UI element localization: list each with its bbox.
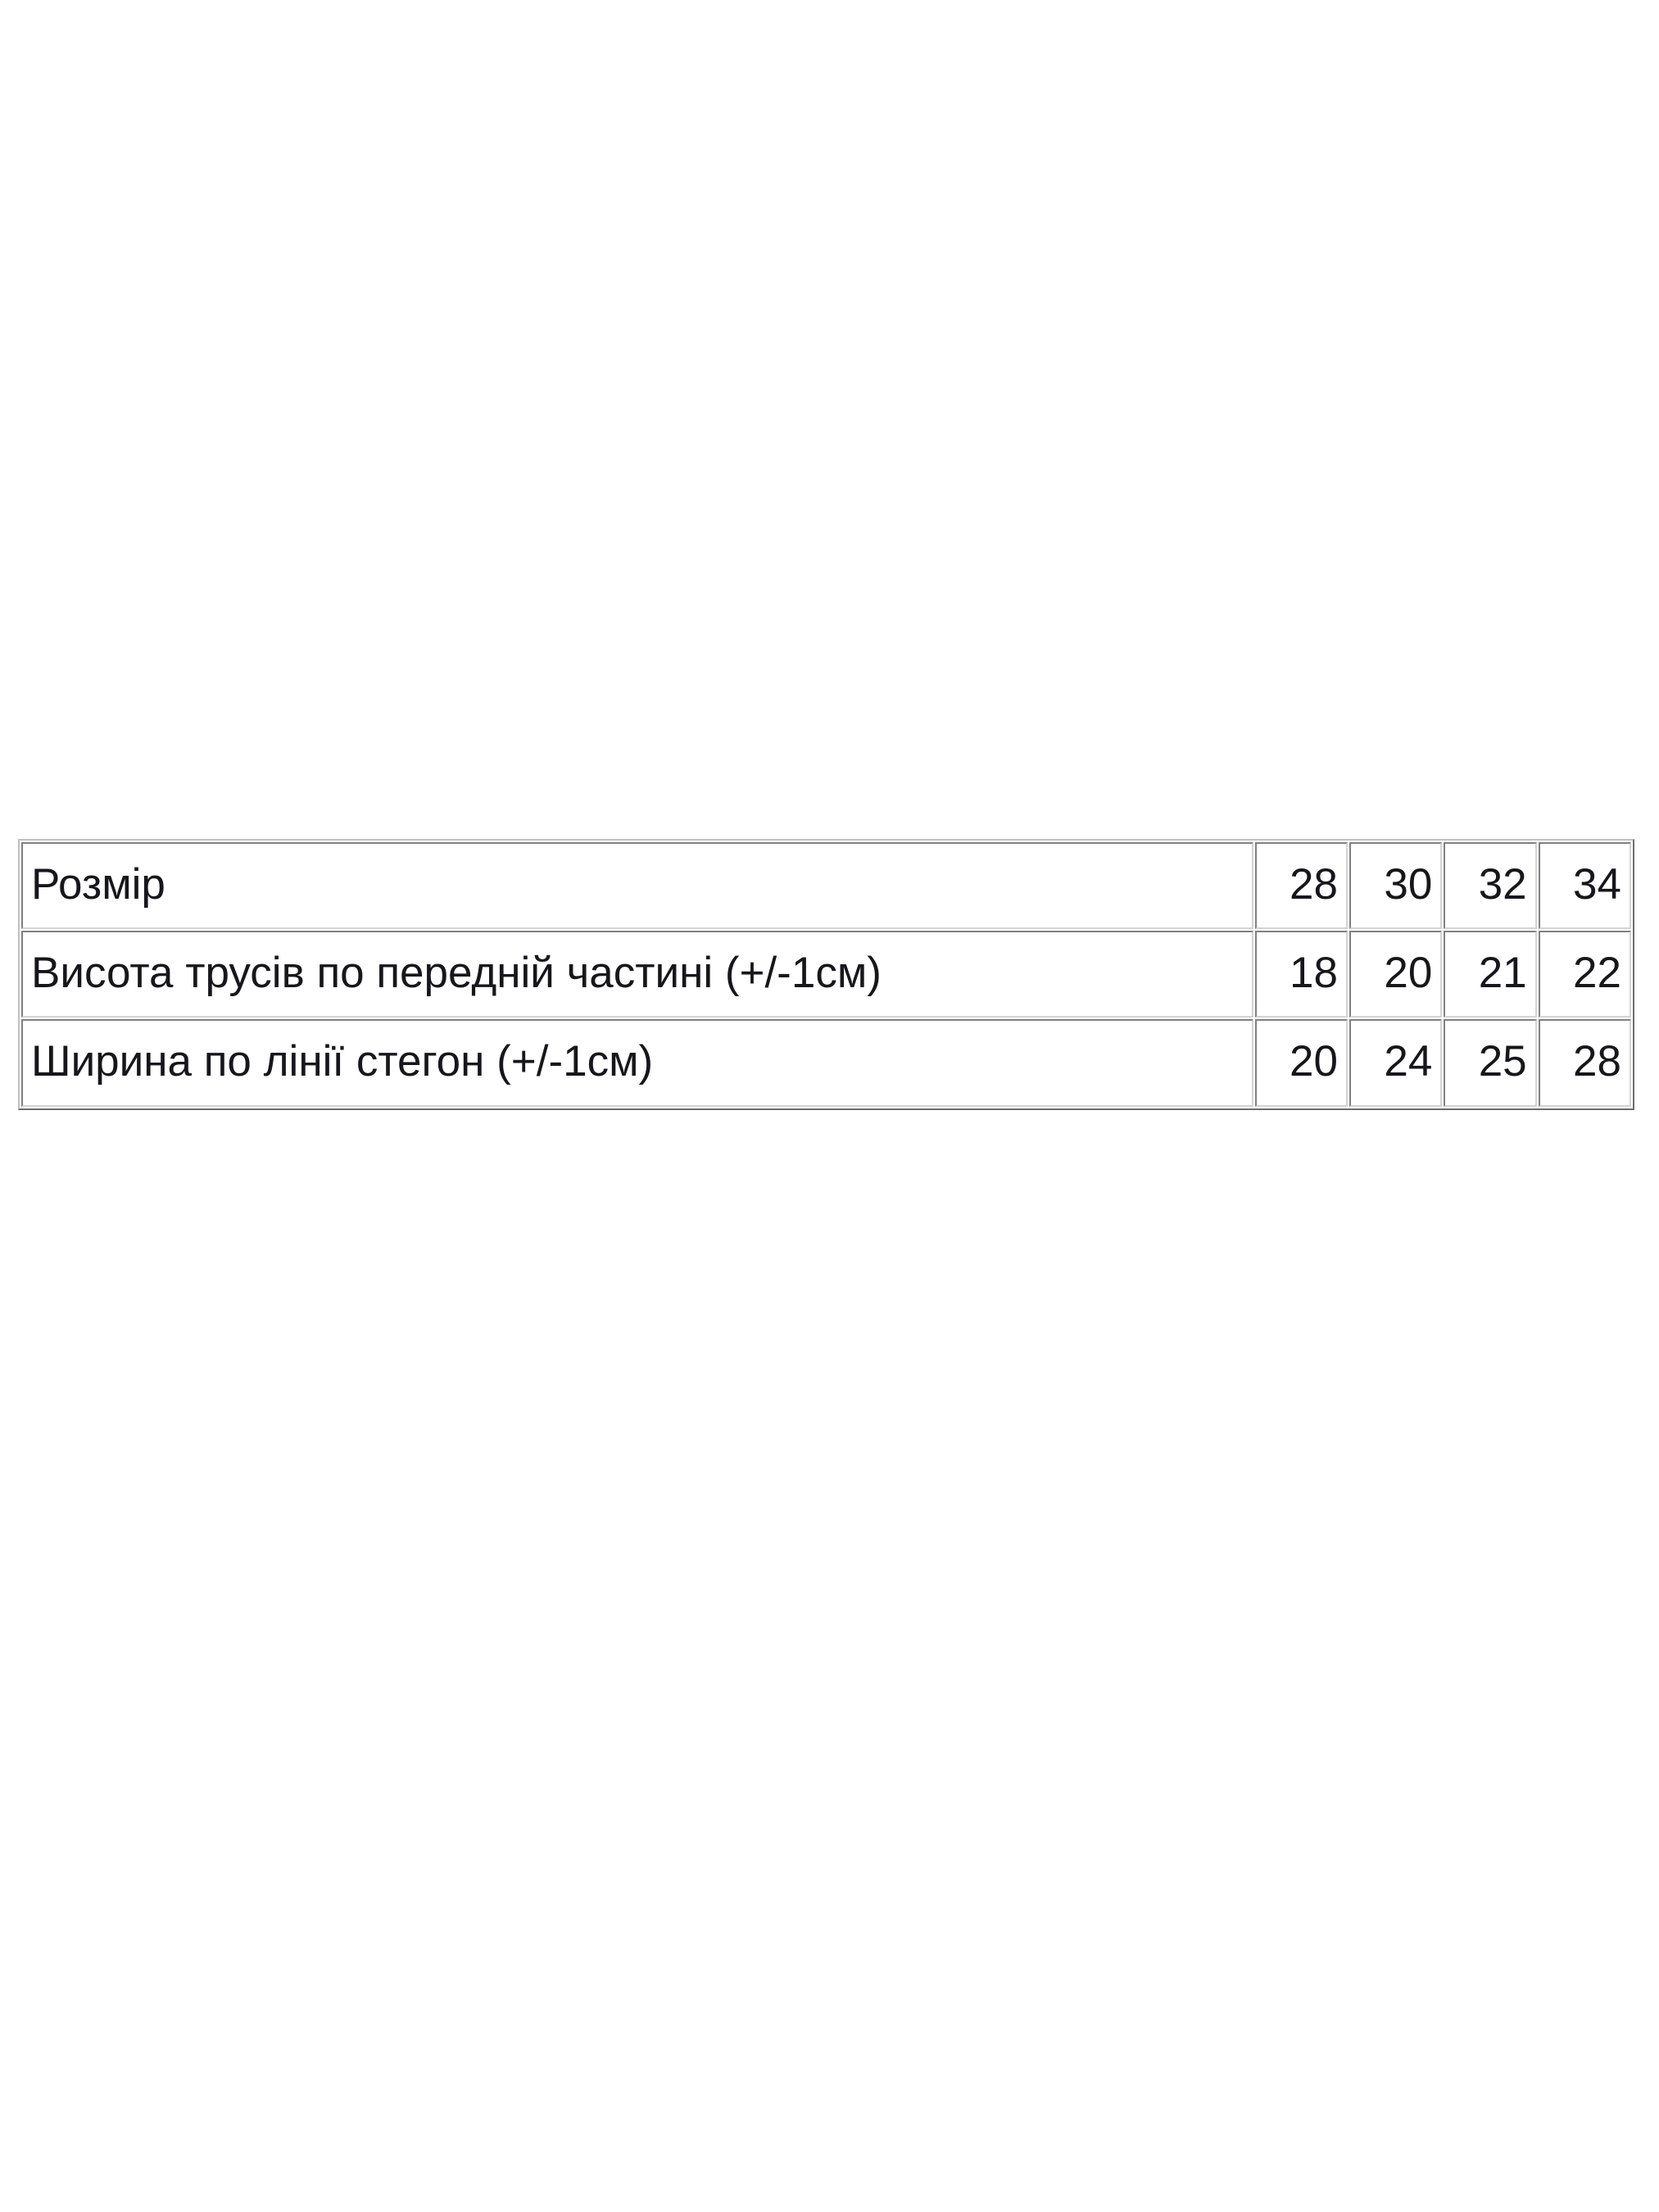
size-value-32: 32 xyxy=(1444,842,1537,930)
table-row: Висота трусів по передній частині (+/-1с… xyxy=(21,931,1631,1018)
size-chart-container: Розмір 28 30 32 34 Висота трусів по пере… xyxy=(18,839,1634,1110)
size-value-34: 34 xyxy=(1538,842,1631,930)
hip-width-value-28: 20 xyxy=(1254,1019,1348,1107)
hip-width-value-34: 28 xyxy=(1538,1019,1631,1107)
size-value-28: 28 xyxy=(1254,842,1348,930)
size-chart-body: Розмір 28 30 32 34 Висота трусів по пере… xyxy=(21,842,1631,1107)
size-value-30: 30 xyxy=(1349,842,1443,930)
table-row: Ширина по лінії стегон (+/-1см) 20 24 25… xyxy=(21,1019,1631,1107)
table-row: Розмір 28 30 32 34 xyxy=(21,842,1631,930)
row-label-front-height: Висота трусів по передній частині (+/-1с… xyxy=(21,931,1253,1018)
row-label-size: Розмір xyxy=(21,842,1253,930)
hip-width-value-32: 25 xyxy=(1444,1019,1537,1107)
front-height-value-28: 18 xyxy=(1254,931,1348,1018)
front-height-value-30: 20 xyxy=(1349,931,1443,1018)
size-chart-table: Розмір 28 30 32 34 Висота трусів по пере… xyxy=(18,839,1634,1110)
hip-width-value-30: 24 xyxy=(1349,1019,1443,1107)
front-height-value-34: 22 xyxy=(1538,931,1631,1018)
row-label-hip-width: Ширина по лінії стегон (+/-1см) xyxy=(21,1019,1253,1107)
front-height-value-32: 21 xyxy=(1444,931,1537,1018)
